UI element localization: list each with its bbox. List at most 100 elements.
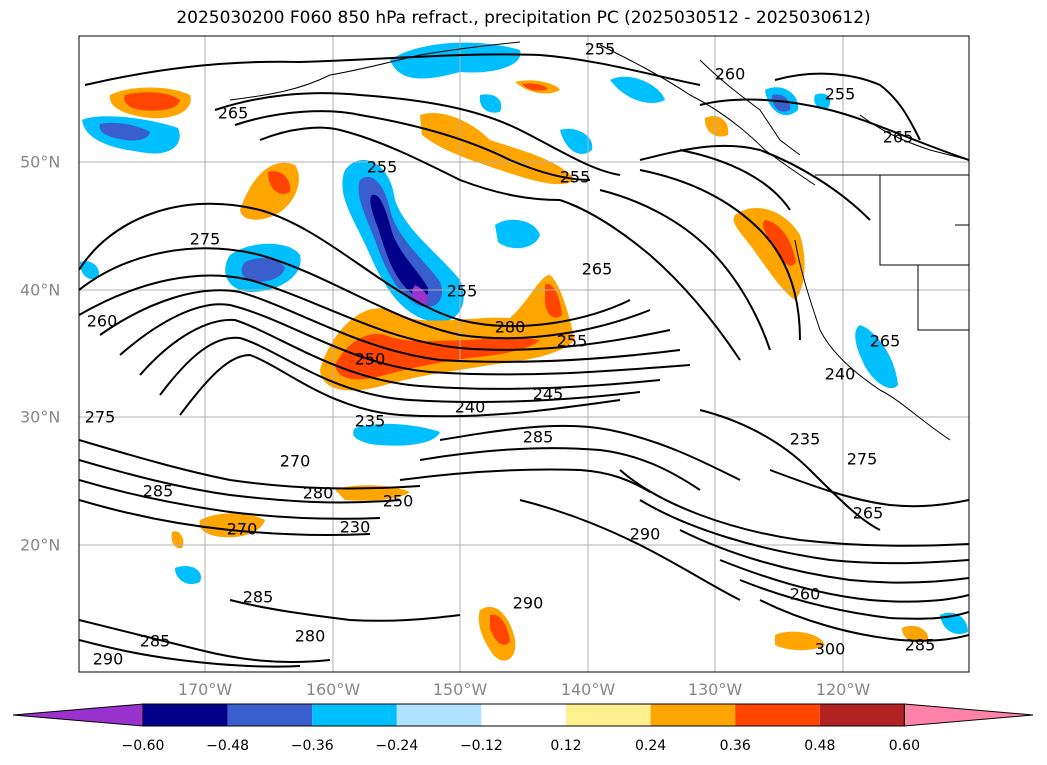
contour-label: 270 <box>227 520 258 539</box>
contour-label: 255 <box>447 282 478 301</box>
contour-label: 285 <box>905 636 936 655</box>
contour-label: 230 <box>340 518 371 537</box>
colorbar-tick-label: −0.60 <box>121 738 165 754</box>
colorbar-frame <box>142 703 905 727</box>
neg-anomaly-ne3 <box>814 93 831 109</box>
pos-anomaly-s3 <box>171 531 184 549</box>
contour-label: 275 <box>85 408 116 427</box>
colorbar-tick-label: 0.36 <box>719 738 751 754</box>
graticule <box>79 36 969 672</box>
colorbar-segment <box>143 704 228 726</box>
refractivity-contours <box>79 53 969 668</box>
contour-label: 245 <box>533 385 564 404</box>
contour-label: 260 <box>715 65 746 84</box>
contour-label: 260 <box>790 585 821 604</box>
pos-anomaly-n2-core <box>522 83 548 91</box>
pos-anomaly-east-core <box>762 220 796 266</box>
neg-anomaly-north2 <box>495 219 540 249</box>
lon-label: 120°W <box>815 680 871 699</box>
pos-anomaly-nw-core <box>124 92 180 111</box>
pos-anomaly-se2 <box>902 625 929 643</box>
colorbar-tick-label: 0.48 <box>804 738 836 754</box>
lon-label: 130°W <box>687 680 743 699</box>
pos-anomaly-east <box>733 207 805 300</box>
contour-label: 255 <box>585 40 616 59</box>
contour-label: 285 <box>523 428 554 447</box>
colorbar-segment <box>481 704 566 726</box>
neg-anomaly-ne2-core <box>772 94 791 112</box>
contour-label: 235 <box>355 412 386 431</box>
colorbar-extend-max <box>903 703 1034 727</box>
lon-label: 160°W <box>305 680 361 699</box>
neg-anomaly-nw-core <box>99 122 150 141</box>
contour-label: 265 <box>870 332 901 351</box>
neg-anomaly-south <box>353 423 440 446</box>
lat-label: 30°N <box>20 407 61 427</box>
contour-label: 255 <box>825 85 856 104</box>
contour-labels: 255 260 255 265 265 255 255 275 265 260 280 265 255 2… <box>85 40 936 669</box>
colorbar-segment <box>312 704 397 726</box>
contour-label: 260 <box>87 312 118 331</box>
neg-anomaly-sw <box>175 565 201 585</box>
colorbar-tick-label: 0.12 <box>550 738 582 754</box>
contour-label: 275 <box>190 230 221 249</box>
contour-label: 235 <box>790 430 821 449</box>
contour-label: 250 <box>355 350 386 369</box>
contour-label: 285 <box>143 482 174 501</box>
contour-label: 250 <box>383 492 414 511</box>
contour-label: 255 <box>560 168 591 187</box>
neg-anomaly-se <box>940 612 968 635</box>
neg-anomaly-ne1 <box>610 76 665 104</box>
neg-anomaly-w-edge <box>80 261 99 280</box>
neg-anomaly-north4 <box>479 94 502 113</box>
coastlines <box>229 41 969 441</box>
pos-anomaly-ne <box>704 115 729 137</box>
pos-anomaly-n <box>420 112 575 185</box>
lon-label: 140°W <box>560 680 616 699</box>
colorbar-tick-label: 0.24 <box>635 738 667 754</box>
neg-anomaly-central-max <box>370 194 429 298</box>
pos-anomaly-w-core <box>268 171 291 194</box>
colorbar <box>12 703 1034 727</box>
lon-label: 150°W <box>432 680 488 699</box>
neg-anomaly-east <box>855 325 898 389</box>
contour-label: 265 <box>853 504 884 523</box>
pos-anomaly-s2-core <box>490 614 510 645</box>
contour-label: 270 <box>280 452 311 471</box>
colorbar-tick-label: −0.24 <box>375 738 419 754</box>
lat-label: 40°N <box>20 280 61 300</box>
colorbar-segment <box>396 704 482 726</box>
neg-anomaly-west-core <box>241 258 285 282</box>
contour-label: 240 <box>825 365 856 384</box>
colorbar-segment <box>566 704 651 726</box>
colorbar-segment <box>735 704 820 726</box>
colorbar-segment <box>819 704 905 726</box>
contour-label: 265 <box>218 104 249 123</box>
plot-frame <box>78 35 970 673</box>
contour-label: 285 <box>140 632 171 651</box>
contour-label: 290 <box>630 525 661 544</box>
contour-label: 265 <box>883 128 914 147</box>
contour-label: 300 <box>815 640 846 659</box>
colorbar-tick-label: 0.60 <box>888 738 920 754</box>
pos-anomaly-se <box>775 631 825 651</box>
contour-label: 280 <box>495 318 526 337</box>
contour-label: 280 <box>303 484 334 503</box>
pos-anomaly-band-light <box>545 284 562 318</box>
colorbar-extend-min <box>12 703 144 727</box>
map-title: 2025030200 F060 850 hPa refract., precip… <box>176 8 871 28</box>
contour-label: 255 <box>557 332 588 351</box>
colorbar-segment <box>227 704 313 726</box>
contour-label: 290 <box>93 650 124 669</box>
contour-label: 285 <box>243 588 274 607</box>
neg-anomaly-north3 <box>560 128 593 154</box>
lat-label: 50°N <box>20 152 61 172</box>
contour-label: 255 <box>367 158 398 177</box>
lat-label: 20°N <box>20 535 61 555</box>
contour-label: 265 <box>582 260 613 279</box>
colorbar-tick-label: −0.48 <box>206 738 250 754</box>
neg-anomaly-north <box>390 42 521 79</box>
colorbar-segment <box>650 704 736 726</box>
contour-label: 240 <box>455 398 486 417</box>
